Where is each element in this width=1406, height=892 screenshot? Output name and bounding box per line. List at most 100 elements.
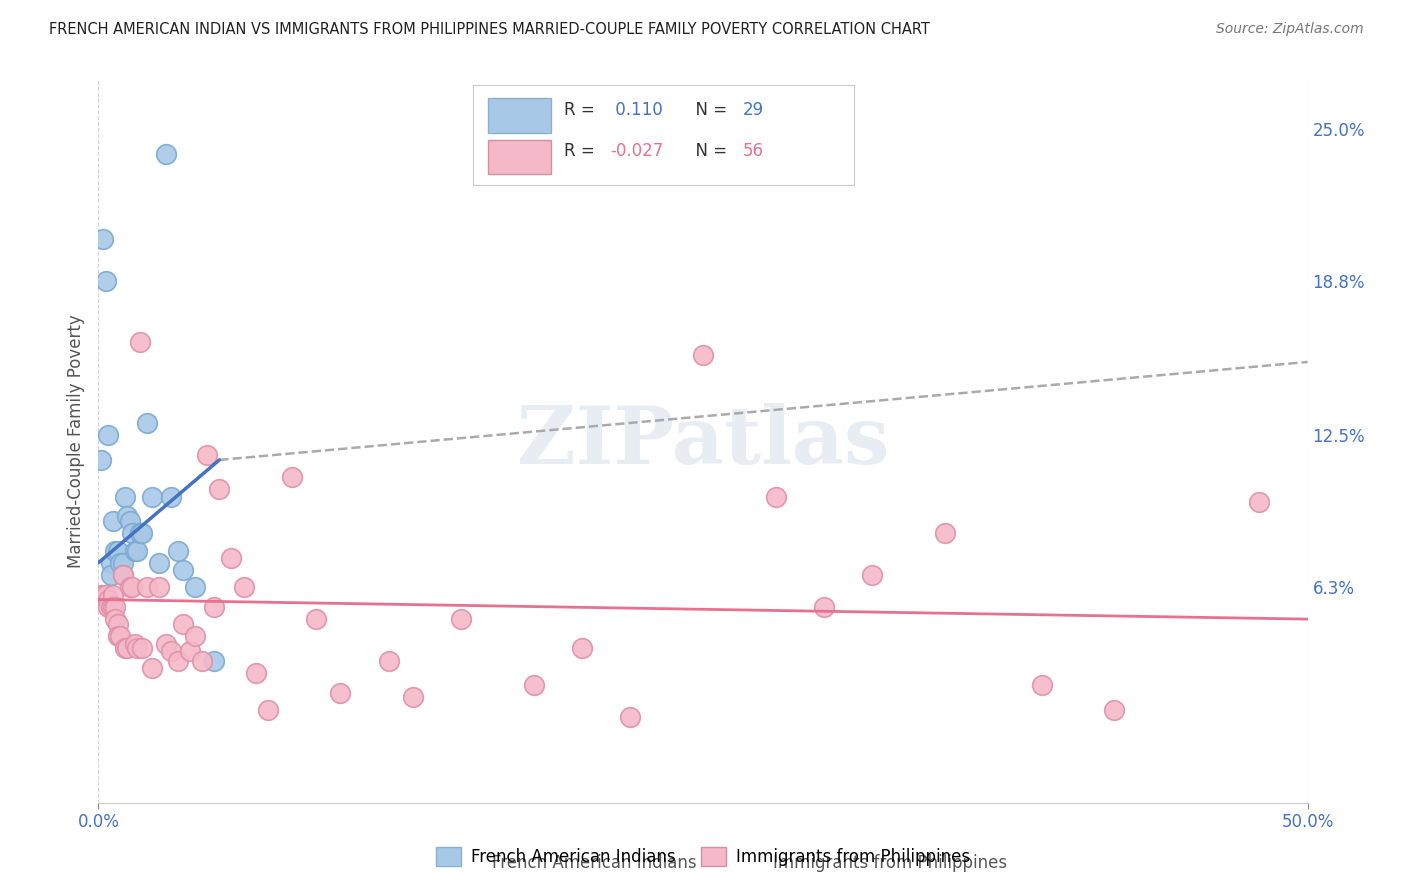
FancyBboxPatch shape xyxy=(488,98,551,133)
Point xyxy=(124,543,146,558)
Point xyxy=(160,644,183,658)
Point xyxy=(256,703,278,717)
Point xyxy=(111,556,134,570)
Text: R =: R = xyxy=(564,101,600,119)
Point xyxy=(114,490,136,504)
Point xyxy=(118,514,141,528)
Point xyxy=(101,588,124,602)
Point xyxy=(450,612,472,626)
Point xyxy=(104,599,127,614)
Point xyxy=(94,588,117,602)
Point xyxy=(523,678,546,692)
Text: -0.027: -0.027 xyxy=(610,142,664,160)
Point xyxy=(117,509,139,524)
Point xyxy=(107,543,129,558)
Point xyxy=(111,568,134,582)
Point xyxy=(571,641,593,656)
Point xyxy=(765,490,787,504)
Text: ZIPatlas: ZIPatlas xyxy=(517,402,889,481)
Point xyxy=(184,580,207,594)
Point xyxy=(160,490,183,504)
Point xyxy=(692,348,714,362)
Point xyxy=(204,599,226,614)
Point xyxy=(97,592,120,607)
Point xyxy=(204,654,226,668)
Point xyxy=(100,568,122,582)
Point xyxy=(141,661,163,675)
Point xyxy=(135,416,157,430)
Text: 0.110: 0.110 xyxy=(610,101,662,119)
Point xyxy=(1031,678,1053,692)
Point xyxy=(97,428,120,442)
Point xyxy=(155,146,177,161)
FancyBboxPatch shape xyxy=(488,139,551,174)
Point xyxy=(148,556,170,570)
Point xyxy=(100,556,122,570)
Point xyxy=(619,710,641,724)
Point xyxy=(221,550,243,565)
Text: Source: ZipAtlas.com: Source: ZipAtlas.com xyxy=(1216,22,1364,37)
Point xyxy=(104,543,127,558)
Point xyxy=(402,690,425,705)
Point xyxy=(104,612,127,626)
Point xyxy=(329,685,352,699)
Point xyxy=(108,556,131,570)
Point xyxy=(813,599,835,614)
Point xyxy=(101,514,124,528)
Point xyxy=(128,335,150,350)
Point xyxy=(117,641,139,656)
Point xyxy=(90,588,112,602)
Point xyxy=(111,568,134,582)
Point xyxy=(172,563,194,577)
Y-axis label: Married-Couple Family Poverty: Married-Couple Family Poverty xyxy=(66,315,84,568)
Point xyxy=(167,543,190,558)
Point xyxy=(100,599,122,614)
Point xyxy=(148,580,170,594)
Point xyxy=(141,490,163,504)
Point xyxy=(128,526,150,541)
Point xyxy=(281,470,304,484)
Point xyxy=(172,617,194,632)
FancyBboxPatch shape xyxy=(474,86,855,185)
Text: N =: N = xyxy=(685,142,733,160)
Text: R =: R = xyxy=(564,142,600,160)
Point xyxy=(179,644,201,658)
Point xyxy=(934,526,956,541)
Text: FRENCH AMERICAN INDIAN VS IMMIGRANTS FROM PHILIPPINES MARRIED-COUPLE FAMILY POVE: FRENCH AMERICAN INDIAN VS IMMIGRANTS FRO… xyxy=(49,22,931,37)
Point xyxy=(860,568,883,582)
Point xyxy=(131,641,153,656)
Point xyxy=(121,526,143,541)
Point xyxy=(232,580,254,594)
Point xyxy=(377,654,399,668)
Point xyxy=(155,637,177,651)
Point xyxy=(94,274,117,288)
Point xyxy=(167,654,190,668)
Legend: French American Indians, Immigrants from Philippines: French American Indians, Immigrants from… xyxy=(427,838,979,875)
Text: Immigrants from Philippines: Immigrants from Philippines xyxy=(773,855,1008,872)
Point xyxy=(114,641,136,656)
Text: N =: N = xyxy=(685,101,733,119)
Point xyxy=(1249,494,1271,508)
Point xyxy=(91,232,114,246)
Point xyxy=(101,599,124,614)
Point xyxy=(184,629,207,643)
Point xyxy=(124,637,146,651)
Point xyxy=(121,580,143,594)
Point xyxy=(107,617,129,632)
Point xyxy=(90,453,112,467)
Point xyxy=(108,629,131,643)
Point xyxy=(245,665,267,680)
Point xyxy=(91,588,114,602)
Point xyxy=(127,543,149,558)
Text: 29: 29 xyxy=(742,101,763,119)
Point xyxy=(195,448,218,462)
Point xyxy=(131,526,153,541)
Point xyxy=(107,629,129,643)
Point xyxy=(191,654,214,668)
Point xyxy=(208,483,231,497)
Point xyxy=(127,641,149,656)
Text: French American Indians: French American Indians xyxy=(492,855,697,872)
Point xyxy=(305,612,328,626)
Point xyxy=(135,580,157,594)
Point xyxy=(118,580,141,594)
